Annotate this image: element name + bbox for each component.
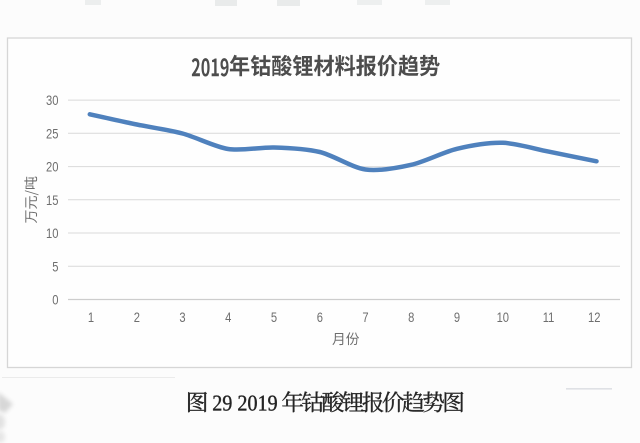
svg-text:10: 10 [46,226,58,241]
svg-text:6: 6 [317,310,323,325]
svg-text:2: 2 [134,310,140,325]
svg-text:30: 30 [46,93,58,108]
svg-text:10: 10 [497,310,509,325]
svg-text:8: 8 [408,310,414,325]
svg-text:12: 12 [588,310,600,325]
svg-text:1: 1 [88,310,94,325]
svg-text:11: 11 [543,310,555,325]
svg-text:9: 9 [454,310,460,325]
svg-text:4: 4 [225,310,231,325]
svg-text:5: 5 [271,310,277,325]
svg-text:15: 15 [46,193,58,208]
svg-text:25: 25 [46,126,58,141]
svg-text:5: 5 [52,259,58,274]
svg-text:7: 7 [362,310,368,325]
svg-text:3: 3 [179,310,185,325]
svg-text:0: 0 [52,292,58,307]
svg-text:20: 20 [46,159,58,174]
